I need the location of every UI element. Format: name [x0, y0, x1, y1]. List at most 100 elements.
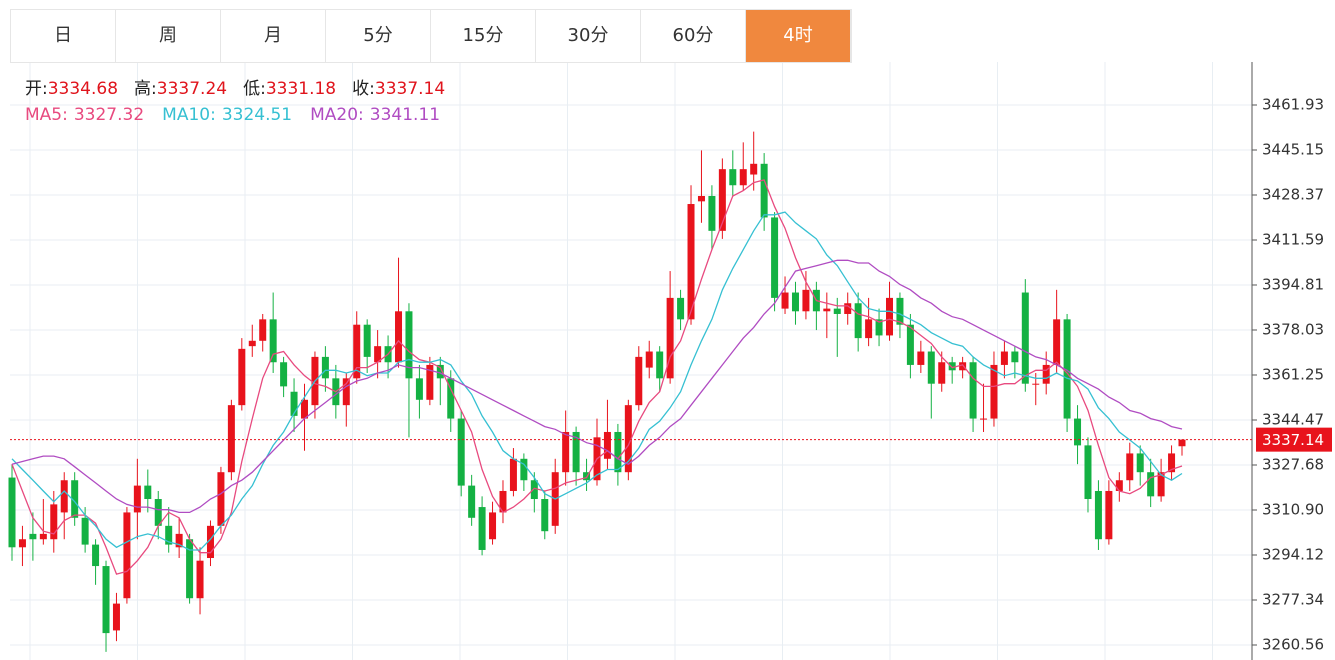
candle-body	[50, 504, 58, 540]
period-tab[interactable]: 周	[116, 10, 221, 62]
period-tab[interactable]: 日	[11, 10, 116, 62]
y-tick-label: 3411.59	[1262, 230, 1324, 248]
candle-body	[1000, 351, 1008, 365]
candle-body	[1126, 453, 1134, 481]
candle-body	[572, 431, 580, 473]
candle-body	[248, 340, 256, 347]
candle-body	[1157, 472, 1165, 497]
candle-body	[280, 362, 288, 387]
y-tick-label: 3344.47	[1262, 410, 1324, 428]
candle-body	[927, 351, 935, 384]
candle-body	[781, 292, 789, 309]
candle-body	[1032, 383, 1040, 385]
y-tick-label: 3260.56	[1262, 636, 1324, 654]
period-tab[interactable]: 4时	[746, 10, 851, 62]
info-panel: 开:3334.68 高:3337.24 低:3331.18 收:3337.14 MA5…	[25, 76, 461, 128]
candle-body	[238, 348, 246, 406]
candle-body	[687, 204, 695, 320]
candle-body	[520, 458, 528, 481]
candle-body	[886, 297, 893, 336]
candle-body	[499, 490, 507, 513]
y-tick-label: 3277.34	[1262, 591, 1324, 609]
candle-body	[290, 391, 298, 416]
candle-body	[227, 405, 235, 473]
candle-body	[39, 533, 47, 540]
y-tick-label: 3294.12	[1262, 546, 1324, 564]
y-tick-label: 3310.90	[1262, 501, 1324, 519]
ma-line	[11, 179, 1183, 575]
candle-body	[708, 195, 716, 231]
candle-body	[896, 297, 904, 325]
ma-name: MA10:	[162, 105, 216, 125]
candle-body	[990, 364, 998, 419]
candle-body	[666, 297, 674, 379]
candle-body	[415, 378, 423, 400]
candle-body	[133, 485, 141, 513]
period-tabs: 日周月 5分 15分 30分 60分 4时	[10, 9, 852, 63]
candle-body	[8, 477, 16, 548]
candle-body	[1115, 480, 1123, 491]
candle-body	[509, 458, 517, 491]
period-tab[interactable]: 5分	[326, 10, 431, 62]
candle-body	[301, 399, 308, 419]
candle-body	[29, 533, 37, 540]
ma-value: 3341.11	[369, 105, 441, 125]
candle-body	[959, 362, 967, 371]
candle-body	[729, 169, 737, 186]
period-tab[interactable]: 60分	[641, 10, 746, 62]
candle-body	[583, 472, 591, 481]
y-tick-label: 3461.93	[1262, 95, 1324, 113]
ma-line	[11, 259, 1183, 514]
ohlc-label: 收:	[352, 79, 375, 99]
candle-body	[697, 195, 705, 202]
candle-body	[750, 163, 758, 175]
candle-body	[969, 362, 977, 419]
candle-body	[186, 539, 194, 599]
candle-body	[1136, 453, 1144, 473]
candle-body	[875, 319, 883, 336]
ohlc-value: 3331.18	[265, 79, 337, 99]
candle-body	[739, 169, 747, 186]
period-tab[interactable]: 15分	[431, 10, 536, 62]
candle-body	[823, 308, 831, 312]
candle-body	[426, 364, 434, 400]
ohlc-label: 低:	[243, 79, 266, 99]
candle-body	[1063, 319, 1071, 419]
candle-body	[457, 418, 465, 486]
candle-body	[614, 431, 622, 473]
candle-body	[342, 378, 350, 406]
candle-body	[1084, 445, 1092, 500]
candle-body	[1053, 319, 1061, 365]
candle-body	[321, 356, 329, 379]
candle-body	[18, 539, 26, 548]
ohlc-label: 开:	[25, 79, 48, 99]
candle-body	[374, 346, 382, 363]
ma-line	[11, 211, 1183, 551]
price-tag	[1256, 427, 1332, 452]
candle-body	[154, 499, 162, 526]
candle-body	[123, 512, 131, 599]
period-tab[interactable]: 月	[221, 10, 326, 62]
candle-body	[854, 303, 862, 339]
period-tab[interactable]: 30分	[536, 10, 641, 62]
candle-body	[656, 351, 664, 379]
candle-body	[1094, 490, 1102, 540]
candle-body	[217, 472, 225, 526]
y-tick-label: 3327.68	[1262, 456, 1324, 474]
ma-name: MA5:	[25, 105, 68, 125]
ohlc-value: 3334.68	[47, 79, 119, 99]
candle-body	[624, 405, 632, 473]
ohlc-label: 高:	[134, 79, 157, 99]
candle-body	[259, 319, 267, 341]
candle-body	[395, 311, 403, 363]
candle-body	[112, 603, 120, 631]
candle-body	[1168, 453, 1176, 473]
candle-body	[541, 499, 549, 532]
candle-body	[468, 485, 476, 518]
candle-body	[81, 517, 89, 545]
candle-body	[771, 217, 779, 298]
ma-value: 3327.32	[73, 105, 145, 125]
candle-body	[165, 525, 173, 545]
